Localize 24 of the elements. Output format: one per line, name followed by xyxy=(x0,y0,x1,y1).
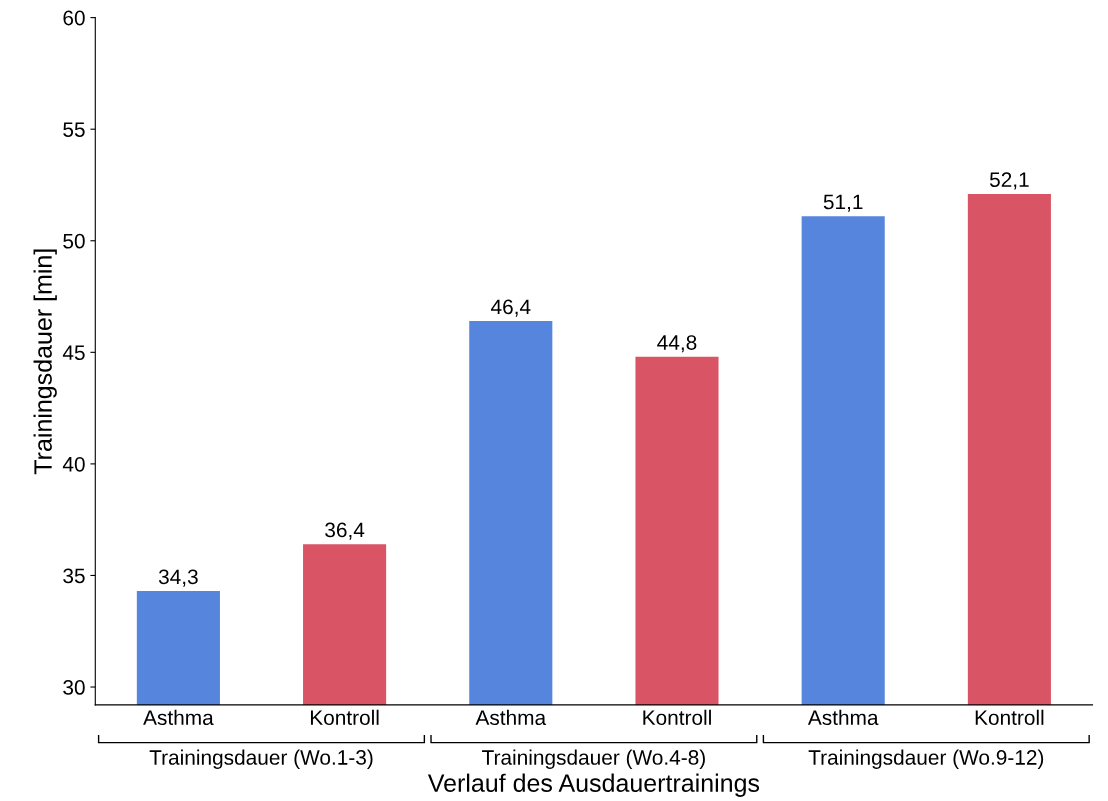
data-label: 46,4 xyxy=(490,299,531,317)
y-axis-title: Trainingsdauer [min] xyxy=(33,249,57,475)
text: Trainingsdauer (Wo.9-12) xyxy=(808,749,1044,769)
x-tick-label: Asthma xyxy=(143,709,214,726)
x-tick-label: Kontroll xyxy=(975,709,1044,726)
text: Trainingsdauer (Wo.4-8) xyxy=(482,749,705,769)
text: Trainingsdauer (Wo.1-3) xyxy=(149,749,373,769)
x-tick-label: Kontroll xyxy=(643,709,711,726)
data-label: 44,8 xyxy=(657,335,697,353)
x-axis-title: Verlauf des Ausdauertrainings xyxy=(427,773,760,797)
y-tick-label: 50 xyxy=(63,233,85,249)
data-label: 34,3 xyxy=(158,569,198,587)
y-tick-label: 55 xyxy=(63,122,85,137)
data-label: 36,4 xyxy=(325,522,365,540)
data-label: 51,1 xyxy=(823,194,863,212)
data-label: 52,1 xyxy=(989,172,1029,190)
x-tick-label: Kontroll xyxy=(310,709,379,726)
y-tick-label: 40 xyxy=(62,456,85,472)
x-tick-label: Asthma xyxy=(807,709,879,726)
y-tick-label: 45 xyxy=(62,345,85,361)
y-tick-label: 60 xyxy=(63,10,85,26)
x-tick-label: Asthma xyxy=(475,709,547,726)
y-tick-label: 30 xyxy=(63,680,85,695)
y-tick-label: 35 xyxy=(63,568,85,584)
